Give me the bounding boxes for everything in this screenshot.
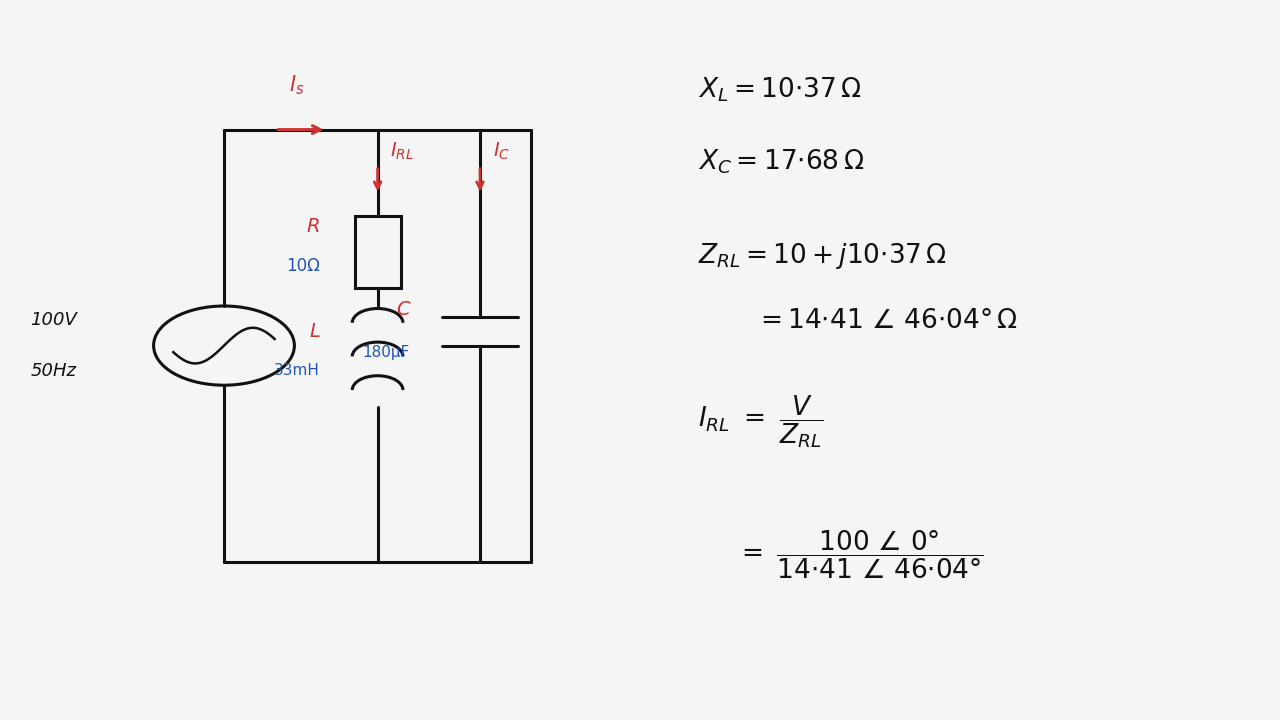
Text: 50Hz: 50Hz <box>31 361 77 380</box>
Text: 180μF: 180μF <box>362 346 410 360</box>
Text: L: L <box>310 322 320 341</box>
Text: $I_s$: $I_s$ <box>289 73 305 97</box>
Text: $X_L = 10{\cdot}37\,\Omega$: $X_L = 10{\cdot}37\,\Omega$ <box>698 76 861 104</box>
Text: $=\ \dfrac{100\ \angle\ 0°}{14{\cdot}41\ \angle\ 46{\cdot}04°}$: $=\ \dfrac{100\ \angle\ 0°}{14{\cdot}41\… <box>736 528 984 580</box>
Text: $I_{RL}$: $I_{RL}$ <box>390 140 415 162</box>
Text: $I_C$: $I_C$ <box>493 140 509 162</box>
Text: C: C <box>396 300 410 319</box>
Text: $= 14{\cdot}41\ \angle\ 46{\cdot}04°\,\Omega$: $= 14{\cdot}41\ \angle\ 46{\cdot}04°\,\O… <box>755 308 1018 333</box>
Text: $I_{RL}\ =\ \dfrac{V}{Z_{RL}}$: $I_{RL}\ =\ \dfrac{V}{Z_{RL}}$ <box>698 393 823 449</box>
Text: 10Ω: 10Ω <box>287 258 320 276</box>
Text: $Z_{RL} = 10 + j10{\cdot}37\,\Omega$: $Z_{RL} = 10 + j10{\cdot}37\,\Omega$ <box>698 240 947 271</box>
Text: 100V: 100V <box>29 311 77 329</box>
Text: R: R <box>306 217 320 236</box>
Bar <box>355 216 401 288</box>
Text: $X_C = 17{\cdot}68\,\Omega$: $X_C = 17{\cdot}68\,\Omega$ <box>698 148 864 176</box>
Text: 33mH: 33mH <box>274 364 320 378</box>
